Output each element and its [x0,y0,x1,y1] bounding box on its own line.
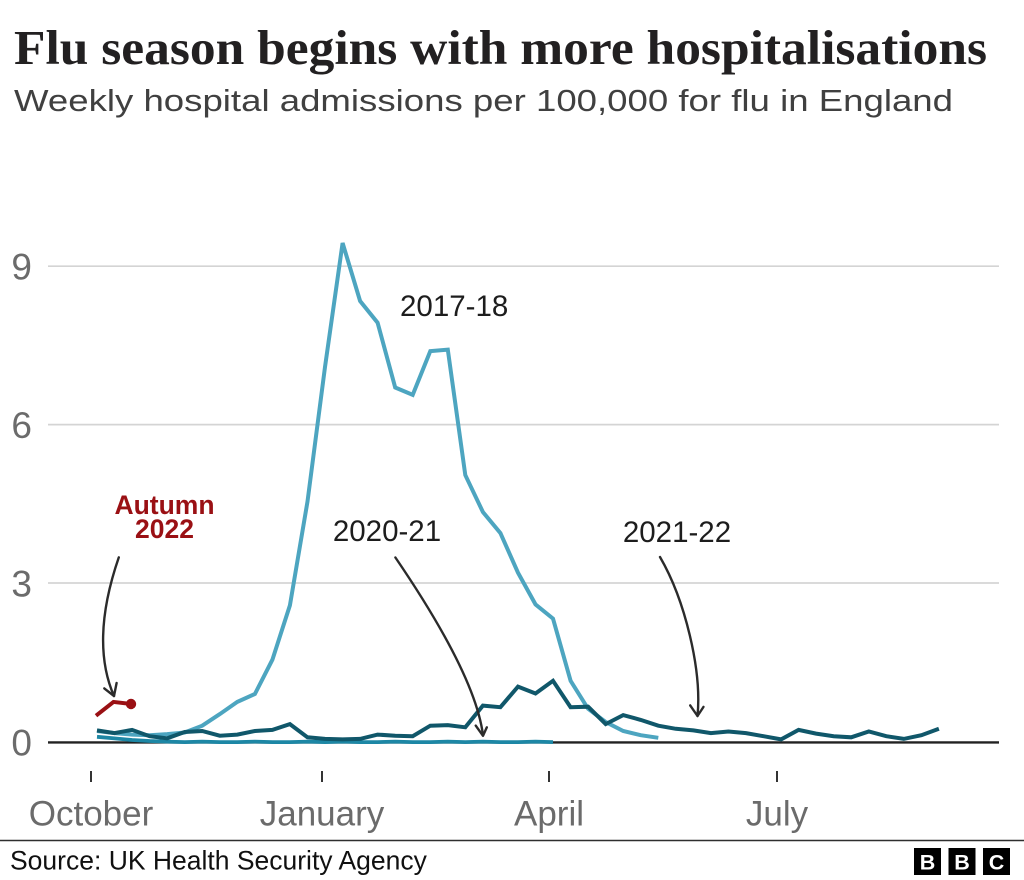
svg-text:Flu season begins with more ho: Flu season begins with more hospitalisat… [14,22,987,75]
svg-text:Weekly hospital admissions per: Weekly hospital admissions per 100,000 f… [14,83,953,118]
svg-text:2021-22: 2021-22 [623,516,731,549]
svg-text:Source: UK Health Security Age: Source: UK Health Security Agency [10,846,428,876]
svg-text:2017-18: 2017-18 [400,290,508,323]
svg-text:3: 3 [11,563,32,604]
svg-text:6: 6 [11,405,32,446]
svg-text:B: B [954,851,970,875]
svg-text:Autumn: Autumn [114,490,214,520]
svg-text:9: 9 [11,247,32,288]
svg-text:C: C [989,851,1005,875]
svg-text:2020-21: 2020-21 [333,515,441,548]
svg-text:October: October [29,795,154,834]
svg-text:July: July [746,795,809,834]
svg-text:2022: 2022 [135,514,194,544]
svg-text:April: April [514,795,584,834]
svg-text:January: January [260,795,385,834]
svg-text:0: 0 [11,723,32,764]
svg-text:B: B [920,851,936,875]
